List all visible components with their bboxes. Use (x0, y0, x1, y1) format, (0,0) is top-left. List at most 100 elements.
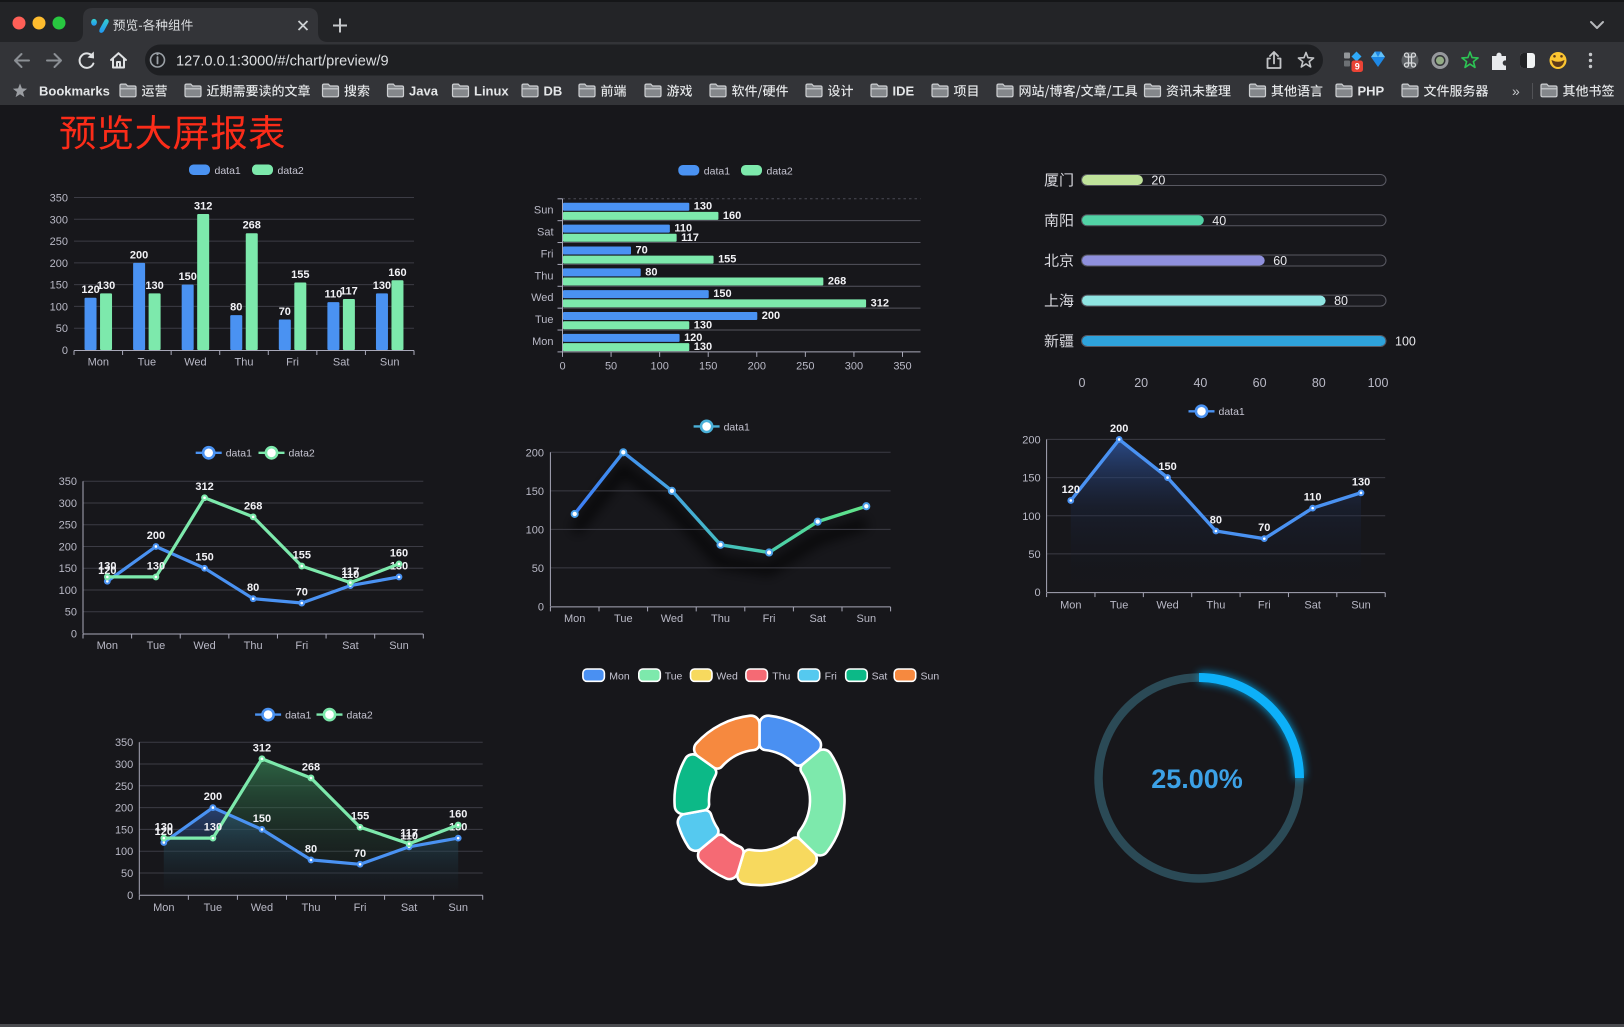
svg-text:data1: data1 (704, 165, 730, 177)
svg-text:9: 9 (1355, 61, 1360, 71)
svg-text:50: 50 (56, 323, 68, 335)
svg-text:Sat: Sat (537, 227, 554, 239)
svg-text:Mon: Mon (153, 902, 174, 914)
svg-text:Sun: Sun (534, 205, 554, 217)
svg-text:Fri: Fri (295, 640, 308, 652)
svg-text:data1: data1 (226, 448, 252, 460)
svg-text:100: 100 (1022, 511, 1040, 523)
svg-text:200: 200 (50, 258, 68, 270)
svg-text:110: 110 (325, 289, 343, 301)
svg-text:80: 80 (1210, 515, 1222, 527)
svg-text:110: 110 (342, 569, 360, 581)
svg-text:300: 300 (845, 360, 863, 372)
svg-text:117: 117 (342, 566, 360, 578)
svg-text:Sun: Sun (380, 357, 400, 369)
svg-text:Sat: Sat (342, 640, 359, 652)
svg-text:70: 70 (354, 848, 366, 860)
svg-text:data1: data1 (724, 421, 750, 433)
svg-text:Fri: Fri (825, 671, 837, 683)
svg-text:155: 155 (291, 269, 309, 281)
svg-text:Tue: Tue (665, 671, 683, 683)
svg-text:60: 60 (1273, 254, 1287, 268)
svg-text:70: 70 (1258, 522, 1270, 534)
svg-text:Fri: Fri (541, 248, 554, 260)
svg-text:Fri: Fri (286, 357, 299, 369)
svg-text:150: 150 (195, 552, 213, 564)
svg-text:120: 120 (155, 826, 173, 838)
svg-text:80: 80 (645, 266, 657, 278)
svg-text:Wed: Wed (716, 671, 738, 683)
svg-text:127.0.0.1:3000/#/chart/preview: 127.0.0.1:3000/#/chart/preview/9 (176, 53, 389, 69)
svg-text:Wed: Wed (251, 902, 273, 914)
svg-text:20: 20 (1134, 376, 1148, 390)
svg-text:150: 150 (1022, 473, 1040, 485)
svg-text:150: 150 (526, 486, 544, 498)
svg-text:200: 200 (115, 803, 133, 815)
svg-text:Mon: Mon (609, 671, 630, 683)
svg-text:Thu: Thu (711, 613, 730, 625)
svg-text:110: 110 (1304, 492, 1322, 504)
svg-text:130: 130 (147, 560, 165, 572)
svg-text:Thu: Thu (244, 640, 263, 652)
svg-text:Mon: Mon (97, 640, 118, 652)
svg-text:300: 300 (50, 214, 68, 226)
svg-text:Thu: Thu (535, 270, 554, 282)
svg-text:data2: data2 (289, 448, 315, 460)
svg-text:data2: data2 (767, 165, 793, 177)
svg-text:Tue: Tue (204, 902, 223, 914)
svg-text:Thu: Thu (235, 357, 254, 369)
svg-text:Wed: Wed (661, 613, 683, 625)
svg-text:data1: data1 (215, 165, 241, 177)
svg-text:50: 50 (605, 360, 617, 372)
svg-text:Tue: Tue (614, 613, 633, 625)
svg-text:0: 0 (1079, 376, 1086, 390)
svg-text:Wed: Wed (531, 292, 553, 304)
svg-text:70: 70 (279, 306, 291, 318)
svg-text:50: 50 (65, 607, 77, 619)
svg-text:Sun: Sun (389, 640, 409, 652)
svg-text:Sun: Sun (1351, 599, 1371, 611)
svg-text:268: 268 (302, 761, 320, 773)
svg-text:0: 0 (62, 345, 68, 357)
svg-text:312: 312 (194, 201, 212, 213)
svg-text:100: 100 (50, 301, 68, 313)
svg-text:Java: Java (409, 84, 439, 99)
svg-text:60: 60 (1253, 376, 1267, 390)
svg-text:160: 160 (390, 547, 408, 559)
svg-text:150: 150 (115, 824, 133, 836)
svg-text:312: 312 (195, 481, 213, 493)
svg-text:Tue: Tue (1110, 599, 1129, 611)
svg-text:Sun: Sun (857, 613, 877, 625)
svg-text:Sun: Sun (448, 902, 468, 914)
svg-text:117: 117 (681, 232, 699, 244)
svg-text:70: 70 (636, 244, 648, 256)
svg-text:50: 50 (121, 868, 133, 880)
svg-text:120: 120 (98, 565, 116, 577)
svg-text:350: 350 (115, 737, 133, 749)
svg-text:350: 350 (893, 360, 911, 372)
svg-text:160: 160 (449, 809, 467, 821)
svg-text:20: 20 (1151, 174, 1165, 188)
svg-text:200: 200 (526, 447, 544, 459)
svg-text:150: 150 (713, 288, 731, 300)
svg-text:268: 268 (243, 220, 261, 232)
svg-text:40: 40 (1212, 214, 1226, 228)
svg-text:150: 150 (699, 360, 717, 372)
svg-text:IDE: IDE (893, 84, 915, 99)
svg-text:312: 312 (253, 742, 271, 754)
svg-text:Sat: Sat (401, 902, 418, 914)
svg-text:50: 50 (1028, 549, 1040, 561)
svg-text:155: 155 (293, 550, 311, 562)
svg-text:100: 100 (59, 585, 77, 597)
svg-text:268: 268 (244, 500, 262, 512)
svg-text:120: 120 (684, 332, 702, 344)
svg-text:data2: data2 (347, 710, 373, 722)
svg-text:200: 200 (748, 360, 766, 372)
svg-text:130: 130 (373, 280, 391, 292)
svg-text:Mon: Mon (532, 336, 553, 348)
svg-text:250: 250 (50, 236, 68, 248)
svg-text:Thu: Thu (302, 902, 321, 914)
svg-text:0: 0 (1034, 587, 1040, 599)
svg-text:PHP: PHP (1358, 84, 1385, 99)
svg-text:Sat: Sat (333, 357, 350, 369)
